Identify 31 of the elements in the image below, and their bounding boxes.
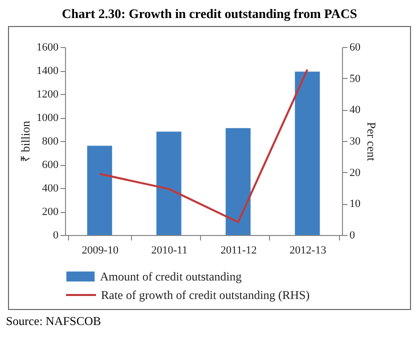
y2-axis-title: Per cent [364,122,378,162]
legend-label: Rate of growth of credit outstanding (RHS) [101,288,310,302]
y2-tick-label: 20 [350,166,361,179]
chart-title: Chart 2.30: Growth in credit outstanding from PACS [60,6,358,22]
y-tick-label: 600 [42,159,59,171]
y2-tick-label: 10 [350,198,361,210]
x-tick-label: 2011-12 [220,244,257,256]
y-tick-label: 1400 [36,65,59,77]
bar [87,146,112,235]
y2-tick-label: 60 [350,42,361,54]
bar [294,72,320,235]
bar [156,132,182,235]
x-tick-label: 2010-11 [151,244,188,256]
y-tick-label: 1600 [36,42,59,54]
y-tick-label: 800 [42,136,59,148]
y-tick-label: 1000 [36,112,59,124]
y-tick-label: 0 [53,230,59,242]
x-tick-label: 2009-10 [82,244,119,256]
y2-tick-label: 30 [350,136,361,148]
y-axis-title: ₹ billion [18,120,32,162]
bar [226,128,251,235]
y2-tick-label: 50 [350,72,361,85]
source-note: Source: NAFSCOB [6,314,102,329]
line-series [98,68,308,224]
x-tick-label: 2012-13 [290,244,327,256]
y-tick-label: 200 [42,206,59,218]
y-tick-label: 400 [42,182,59,194]
y2-tick-label: 40 [350,104,361,116]
y2-tick-label: 0 [350,230,356,242]
legend-label: Amount of credit outstanding [100,270,242,284]
y-tick-label: 1200 [36,88,59,100]
